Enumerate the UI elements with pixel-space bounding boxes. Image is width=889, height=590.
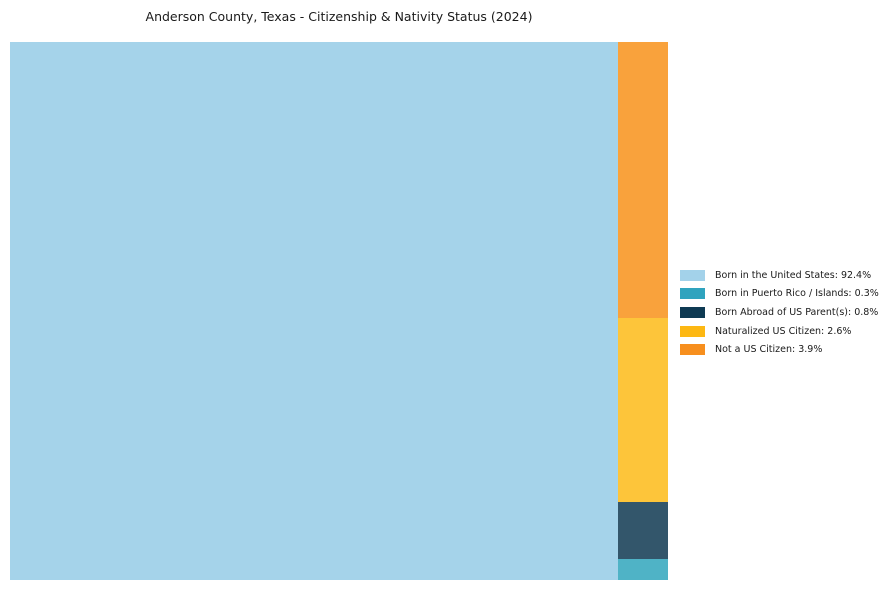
treemap-tile-not-a-us-citizen [617, 42, 668, 319]
treemap-tile-naturalized-us-citizen [617, 318, 668, 503]
legend-label: Naturalized US Citizen: 2.6% [715, 325, 852, 337]
legend-swatch-born-abroad-of-us-parents [680, 306, 705, 318]
treemap-tile-born-in-puerto-rico-islands [617, 558, 668, 580]
legend-swatch-not-a-us-citizen [680, 344, 705, 356]
legend-row: Naturalized US Citizen: 2.6% [680, 322, 879, 341]
legend-row: Born in the United States: 92.4% [680, 266, 879, 285]
treemap-tile-born-abroad-of-us-parent-s [617, 502, 668, 559]
treemap [10, 42, 668, 580]
legend-row: Not a US Citizen: 3.9% [680, 340, 879, 359]
legend-row: Born in Puerto Rico / Islands: 0.3% [680, 285, 879, 304]
legend-label: Born in the United States: 92.4% [715, 269, 872, 281]
legend-swatch-naturalized-us-citizen [680, 325, 705, 337]
legend-label: Not a US Citizen: 3.9% [715, 344, 823, 356]
treemap-tile-born-in-the-united-states [10, 42, 618, 580]
legend-row: Born Abroad of US Parent(s): 0.8% [680, 303, 879, 322]
legend-label: Born Abroad of US Parent(s): 0.8% [715, 306, 879, 318]
legend: Born in the United States: 92.4% Born in… [680, 266, 879, 359]
legend-label: Born in Puerto Rico / Islands: 0.3% [715, 288, 879, 300]
legend-swatch-born-in-puerto-rico-islands [680, 288, 705, 300]
chart-title: Anderson County, Texas - Citizenship & N… [145, 9, 533, 24]
legend-swatch-born-in-the-united-states [680, 269, 705, 281]
